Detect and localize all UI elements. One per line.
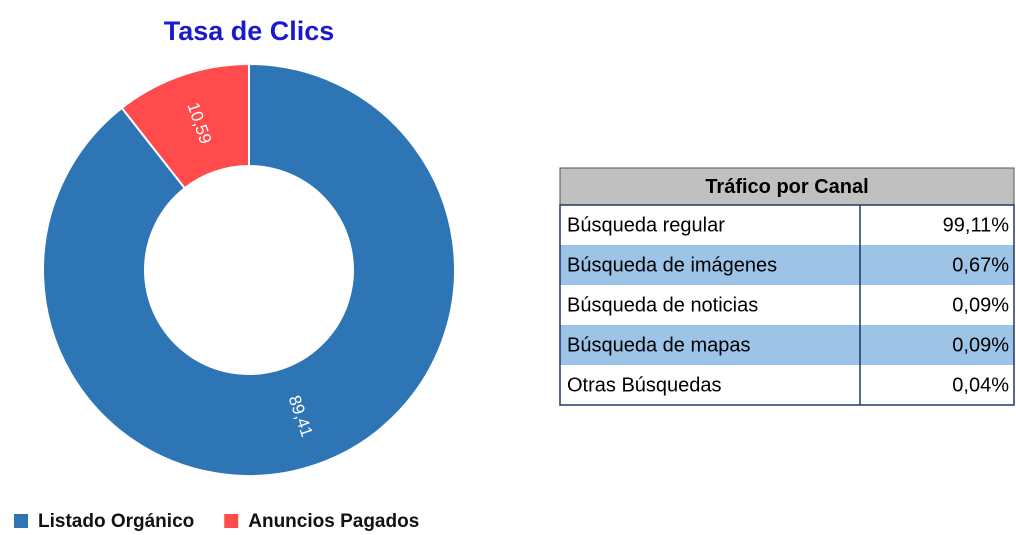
donut-slice	[120, 62, 250, 190]
table-header	[559, 167, 1015, 206]
table-cell: Búsqueda de imágenes	[567, 254, 777, 276]
donut-slice	[42, 62, 456, 477]
table-cell: Búsqueda de noticias	[567, 294, 758, 316]
table-border	[559, 204, 1015, 406]
table-cell: 0,67%	[952, 254, 1009, 276]
table-row	[560, 365, 1014, 405]
table-row	[560, 325, 1014, 365]
table-cell: Búsqueda de mapas	[567, 334, 750, 356]
chart-title: Tasa de Clics	[164, 16, 335, 46]
legend-label: Listado Orgánico	[38, 511, 194, 532]
table-cell: Otras Búsquedas	[567, 374, 722, 396]
table-row	[560, 245, 1014, 285]
table-row	[560, 285, 1014, 325]
table-cell: 0,09%	[952, 334, 1009, 356]
legend-label: Anuncios Pagados	[248, 511, 419, 532]
table-title: Tráfico por Canal	[705, 176, 868, 198]
table-cell: 0,09%	[952, 294, 1009, 316]
legend-swatch	[224, 514, 239, 528]
table-cell: 99,11%	[943, 214, 1010, 236]
table-row	[560, 205, 1014, 245]
table-cell: Búsqueda regular	[567, 214, 725, 236]
legend-swatch	[14, 514, 28, 528]
table-cell: 0,04%	[952, 374, 1009, 396]
